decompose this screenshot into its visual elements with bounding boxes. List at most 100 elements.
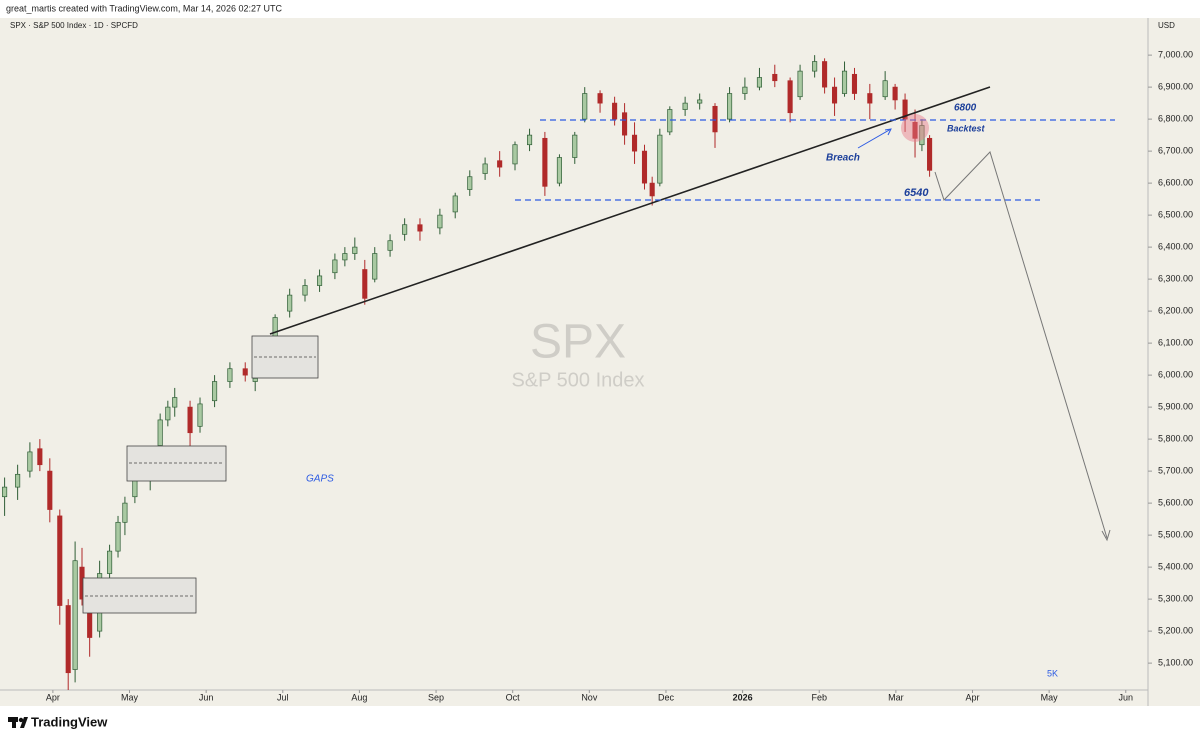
- y-tick-label: 7,000.00: [1158, 49, 1193, 59]
- x-tick-label: Jul: [277, 692, 289, 702]
- candle-body: [742, 86, 748, 94]
- candle-body: [362, 269, 368, 299]
- candle-body: [882, 80, 888, 98]
- x-tick-label: 2026: [733, 692, 753, 702]
- candle-body: [892, 86, 898, 101]
- annotation: 5K: [1047, 668, 1058, 678]
- candle-body: [212, 381, 218, 402]
- plot-area: [2, 55, 933, 690]
- candle-body: [27, 451, 33, 472]
- candle-body: [832, 86, 838, 104]
- candle-body: [631, 134, 638, 152]
- candle-body: [197, 403, 203, 427]
- annotation: Breach: [826, 153, 860, 164]
- candle-body: [919, 125, 925, 146]
- x-tick-label: May: [121, 692, 139, 702]
- breach-arrow: [857, 128, 892, 149]
- candle-body: [867, 93, 873, 104]
- y-tick-label: 5,100.00: [1158, 657, 1193, 667]
- y-tick-label: 6,200.00: [1158, 305, 1193, 315]
- candle-body: [65, 605, 71, 674]
- candle-body: [582, 93, 588, 120]
- candle-body: [712, 105, 718, 133]
- currency: USD: [1158, 21, 1175, 30]
- candle-body: [572, 134, 578, 158]
- candle-body: [122, 502, 128, 523]
- candle-body: [115, 521, 121, 552]
- candle-body: [402, 224, 408, 235]
- candle-body: [332, 259, 338, 274]
- candle-body: [482, 163, 488, 174]
- candle-body: [227, 368, 233, 382]
- candle-body: [682, 102, 688, 110]
- candle-body: [542, 137, 548, 187]
- gap-box: [82, 577, 197, 614]
- x-tick-label: Jun: [1119, 692, 1134, 702]
- x-tick-label: Feb: [811, 692, 827, 702]
- y-tick-label: 5,900.00: [1158, 401, 1193, 411]
- candle-body: [47, 470, 53, 510]
- y-tick-label: 6,300.00: [1158, 273, 1193, 283]
- candle-body: [2, 486, 8, 498]
- drawings: 6800 Backtest Breach 6540 GAPS 5K: [82, 86, 1115, 678]
- candle-body: [187, 406, 193, 434]
- candle-body: [851, 73, 858, 94]
- logo-part: [12, 717, 16, 728]
- x-tick-label: Oct: [506, 692, 521, 702]
- candle-body: [597, 93, 603, 104]
- symbol-info: SPX · S&P 500 Index · 1D · SPCFD: [10, 21, 138, 30]
- y-tick-label: 5,300.00: [1158, 593, 1193, 603]
- candle-body: [527, 134, 533, 146]
- candle-body: [157, 419, 163, 446]
- x-tick-label: Apr: [965, 692, 979, 702]
- backtest-highlight: [901, 114, 929, 142]
- candle-body: [512, 144, 518, 165]
- candle-body: [452, 195, 458, 213]
- x-tick-label: May: [1041, 692, 1059, 702]
- candle-body: [667, 109, 673, 133]
- x-tick-label: Apr: [46, 692, 60, 702]
- candle-body: [756, 77, 763, 88]
- candle-body: [37, 448, 43, 466]
- y-tick-label: 5,600.00: [1158, 497, 1193, 507]
- x-tick-label: Nov: [581, 692, 598, 702]
- candle-body: [649, 182, 655, 197]
- annotation: GAPS: [306, 474, 334, 485]
- candle-body: [287, 294, 293, 312]
- candle-body: [556, 157, 562, 184]
- projection-path: [934, 151, 1108, 539]
- y-tick-label: 5,400.00: [1158, 561, 1193, 571]
- x-tick-label: Mar: [888, 692, 904, 702]
- y-tick-label: 6,700.00: [1158, 145, 1193, 155]
- x-tick-label: Jun: [199, 692, 214, 702]
- y-tick-label: 5,200.00: [1158, 625, 1193, 635]
- candle-body: [352, 246, 358, 254]
- y-tick-label: 6,600.00: [1158, 177, 1193, 187]
- y-tick-label: 6,400.00: [1158, 241, 1193, 251]
- y-tick-label: 5,700.00: [1158, 465, 1193, 475]
- attribution: great_martis created with TradingView.co…: [6, 3, 282, 13]
- candle-body: [841, 70, 848, 94]
- candle-body: [772, 73, 778, 82]
- candle-body: [497, 160, 503, 168]
- candle-body: [812, 61, 818, 72]
- y-tick-label: 6,100.00: [1158, 337, 1193, 347]
- candle-body: [927, 137, 933, 171]
- candle-body: [641, 150, 648, 184]
- candle-body: [252, 377, 258, 382]
- y-tick-label: 6,000.00: [1158, 369, 1193, 379]
- chart-background: [0, 18, 1200, 706]
- y-tick-label: 6,500.00: [1158, 209, 1193, 219]
- candle-body: [342, 253, 348, 261]
- x-tick-label: Dec: [658, 692, 675, 702]
- candle-body: [387, 240, 393, 251]
- candle-body: [242, 368, 248, 376]
- candle-body: [57, 515, 63, 606]
- projection-arrowhead: [1101, 529, 1111, 542]
- trend-line: [269, 86, 991, 335]
- candle-body: [72, 560, 78, 670]
- candle-body: [787, 80, 793, 114]
- candle-body: [902, 99, 908, 120]
- candle-body: [612, 102, 618, 120]
